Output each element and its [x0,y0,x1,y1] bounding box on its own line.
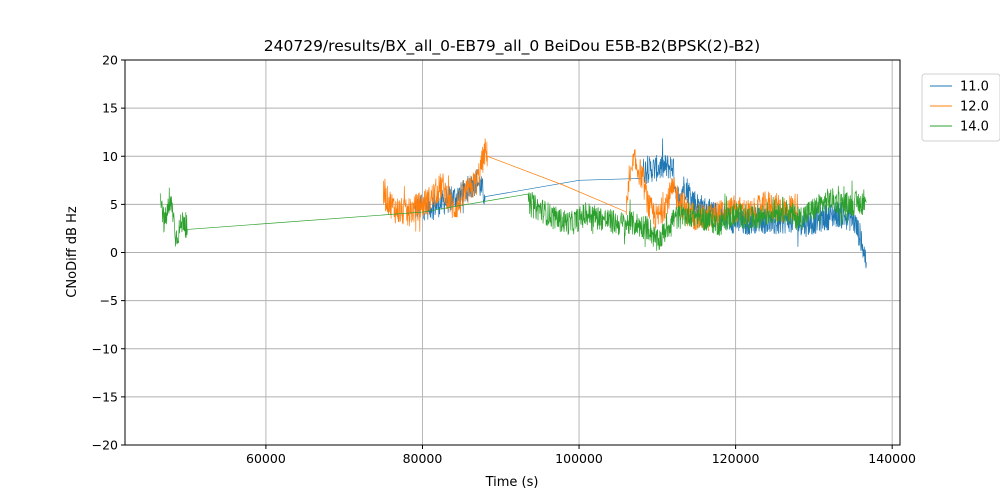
x-tick-label: 80000 [403,451,443,466]
legend-label: 11.0 [960,80,989,95]
legend-label: 12.0 [960,100,989,115]
legend-label: 14.0 [960,120,989,135]
series-line-14.0 [159,180,867,251]
grid [125,59,900,446]
x-axis-label: Time (s) [485,475,539,490]
y-tick-label: 15 [102,101,118,116]
x-tick-label: 100000 [555,451,603,466]
series-line-12.0 [382,138,799,232]
y-tick-label: −20 [92,438,118,453]
y-axis-label: CNoDiff dB Hz [65,206,80,298]
plot-area [159,138,867,269]
ticks: 60000 80000 100000 120000 140000 −20 −15 −10 −5 0… [92,53,916,467]
y-tick-label: −10 [92,341,118,356]
y-tick-label: 0 [110,245,118,260]
y-tick-label: −15 [92,389,118,404]
y-tick-label: −5 [100,293,118,308]
legend-box [921,73,1000,142]
y-tick-label: 20 [102,53,118,68]
x-tick-label: 60000 [246,451,286,466]
chart-title: 240729/results/BX_all_0-EB79_all_0 BeiDo… [264,37,760,56]
x-tick-label: 140000 [868,451,916,466]
y-tick-label: 10 [102,149,118,164]
x-tick-label: 120000 [712,451,760,466]
legend: 11.0 12.0 14.0 [921,73,1000,142]
y-tick-label: 5 [110,197,118,212]
